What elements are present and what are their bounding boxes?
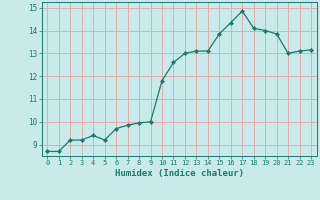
X-axis label: Humidex (Indice chaleur): Humidex (Indice chaleur) <box>115 169 244 178</box>
